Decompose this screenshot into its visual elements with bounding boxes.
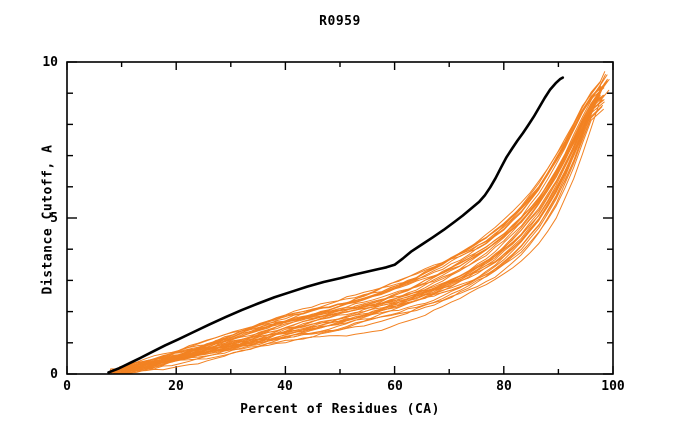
x-tick-label: 100	[601, 379, 625, 394]
x-tick-label: 80	[496, 379, 512, 394]
page-title: R0959	[319, 14, 361, 29]
data-curves	[107, 71, 610, 374]
prediction-curve	[112, 80, 602, 374]
prediction-curve	[113, 101, 605, 374]
prediction-curve	[114, 99, 604, 374]
x-tick-label: 20	[168, 379, 184, 394]
prediction-curve	[122, 94, 605, 374]
plot-frame	[66, 61, 614, 375]
reference-curve	[107, 76, 565, 374]
prediction-curve	[120, 79, 610, 374]
x-tick-label: 60	[387, 379, 403, 394]
y-tick-label: 10	[42, 55, 58, 70]
x-tick-label: 40	[277, 379, 293, 394]
prediction-curve	[113, 108, 604, 374]
x-tick-label: 0	[63, 379, 71, 394]
prediction-curve	[125, 87, 605, 374]
prediction-curve	[125, 71, 606, 374]
y-tick-label: 5	[50, 211, 58, 226]
y-tick-label: 0	[50, 367, 58, 382]
prediction-curve	[124, 80, 609, 374]
prediction-curve	[114, 89, 610, 374]
x-axis-label: Percent of Residues (CA)	[240, 402, 440, 417]
prediction-curve	[126, 96, 601, 374]
prediction-curve	[117, 86, 601, 374]
